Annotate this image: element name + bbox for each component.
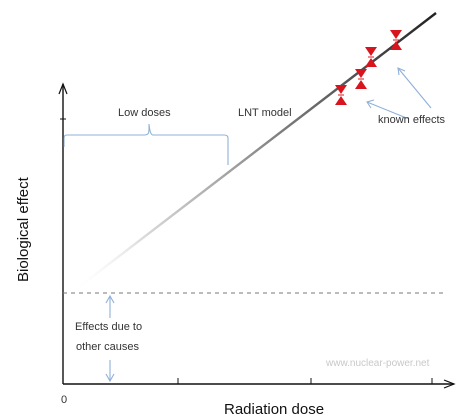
known-effects-pointer-2 <box>397 67 432 109</box>
known-effects-pointer-1-arrow-icon <box>366 99 375 109</box>
watermark-text: www.nuclear-power.net <box>325 358 430 369</box>
other-causes-down-arrow-icon <box>105 373 115 383</box>
known-effect-marker-3 <box>365 47 377 67</box>
low-doses-bracket <box>63 123 229 165</box>
x-axis-arrow-icon <box>443 379 456 389</box>
origin-label: 0 <box>61 394 67 406</box>
known-effects-pointer-1 <box>366 101 410 120</box>
lnt-model-label: LNT model <box>238 107 292 119</box>
x-axis-label: Radiation dose <box>224 401 324 418</box>
y-axis-label: Biological effect <box>15 176 32 282</box>
known-effect-marker-1 <box>335 85 347 105</box>
known-effect-marker-4 <box>390 30 402 50</box>
known-effect-marker-2 <box>355 69 367 89</box>
other-causes-label-line2: other causes <box>76 341 139 353</box>
low-doses-label: Low doses <box>118 107 171 119</box>
y-axis-arrow-icon <box>58 82 68 95</box>
other-causes-up-arrow-icon <box>105 294 115 304</box>
lnt-model-line <box>74 12 437 291</box>
known-effects-pointer-2-arrow-icon <box>397 67 406 76</box>
other-causes-label-line1: Effects due to <box>75 321 142 333</box>
known-effects-label: known effects <box>378 114 446 126</box>
